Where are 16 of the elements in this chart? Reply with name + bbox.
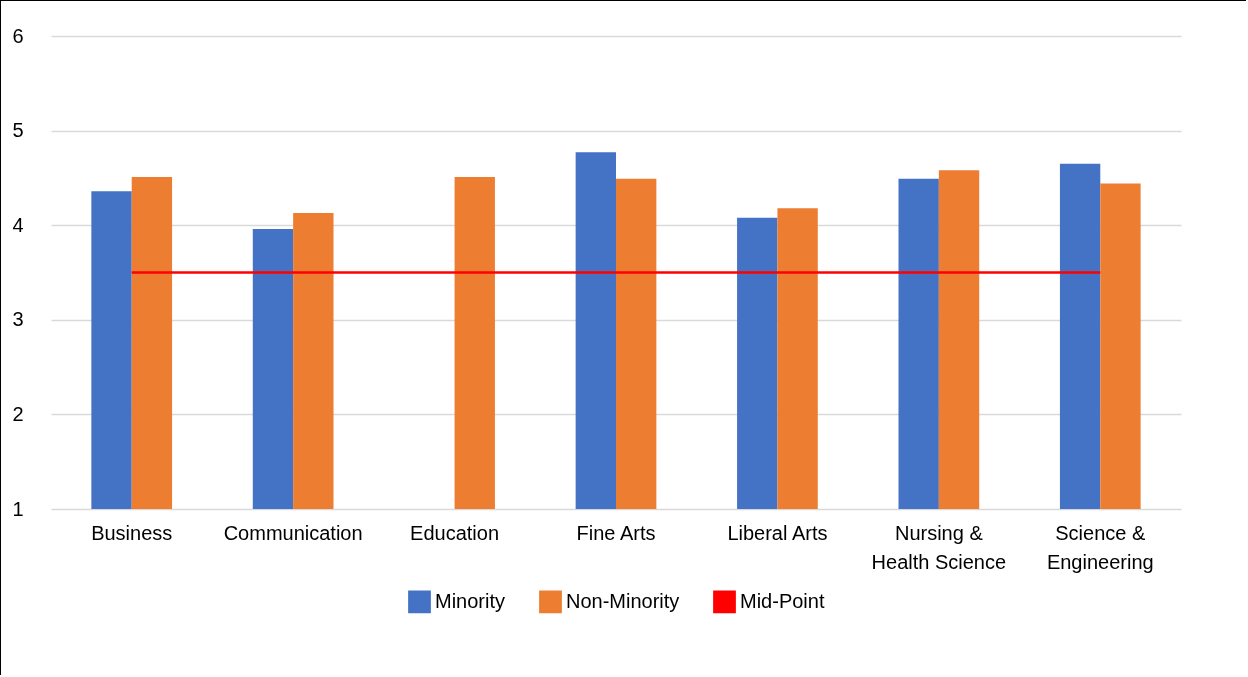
y-tick-label: 5 (12, 119, 24, 142)
x-tick-label: Nursing & Health Science (871, 521, 1007, 573)
x-tick-label: Fine Arts (576, 521, 656, 544)
y-tick-label: 4 (12, 213, 24, 236)
y-tick-label: 1 (12, 497, 24, 520)
x-tick-label: Science & Engineering (1046, 521, 1154, 573)
x-tick-label: Education (410, 521, 500, 544)
x-tick-label: Business (91, 521, 173, 544)
y-tick-label: 2 (12, 402, 24, 425)
legend-label: Non-Minority (566, 589, 680, 612)
y-tick-label: 6 (12, 24, 24, 47)
legend-label: Minority (435, 589, 506, 612)
x-tick-label: Liberal Arts (727, 521, 828, 544)
legend-label: Mid-Point (740, 589, 825, 612)
y-tick-label: 3 (12, 308, 24, 331)
x-tick-label: Communication (223, 521, 363, 544)
